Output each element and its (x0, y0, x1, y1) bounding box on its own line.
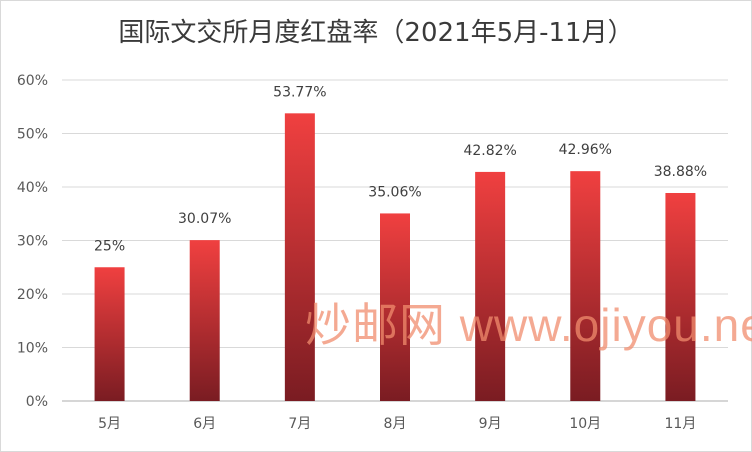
y-tick-label: 50% (17, 127, 48, 143)
data-label: 42.82% (463, 143, 516, 159)
bar (380, 213, 410, 401)
data-label: 53.77% (273, 84, 326, 100)
data-label: 38.88% (654, 164, 707, 180)
data-label: 35.06% (368, 184, 421, 200)
y-tick-label: 40% (17, 180, 48, 196)
x-tick-label: 10月 (569, 416, 601, 432)
chart-title: 国际文交所月度红盘率（2021年5月-11月） (118, 18, 634, 48)
y-tick-label: 10% (17, 341, 48, 357)
bar (284, 113, 315, 401)
y-tick-label: 60% (17, 73, 48, 89)
data-label: 42.96% (559, 142, 612, 158)
x-tick-label: 9月 (479, 416, 502, 432)
bar (570, 171, 601, 401)
bar (475, 171, 506, 401)
y-tick-label: 0% (26, 394, 48, 410)
x-tick-label: 5月 (98, 416, 121, 432)
watermark: 炒邮网 www.ojiyou.net (305, 299, 752, 351)
x-tick-label: 6月 (193, 416, 216, 432)
data-label: 30.07% (178, 211, 231, 227)
bar (665, 192, 696, 401)
bar (189, 240, 220, 401)
x-tick-label: 11月 (665, 416, 697, 432)
data-label: 25% (94, 238, 125, 254)
x-tick-label: 7月 (288, 416, 311, 432)
bar (94, 267, 125, 401)
y-tick-label: 20% (17, 287, 48, 303)
x-tick-label: 8月 (384, 416, 407, 432)
y-tick-label: 30% (17, 234, 48, 250)
